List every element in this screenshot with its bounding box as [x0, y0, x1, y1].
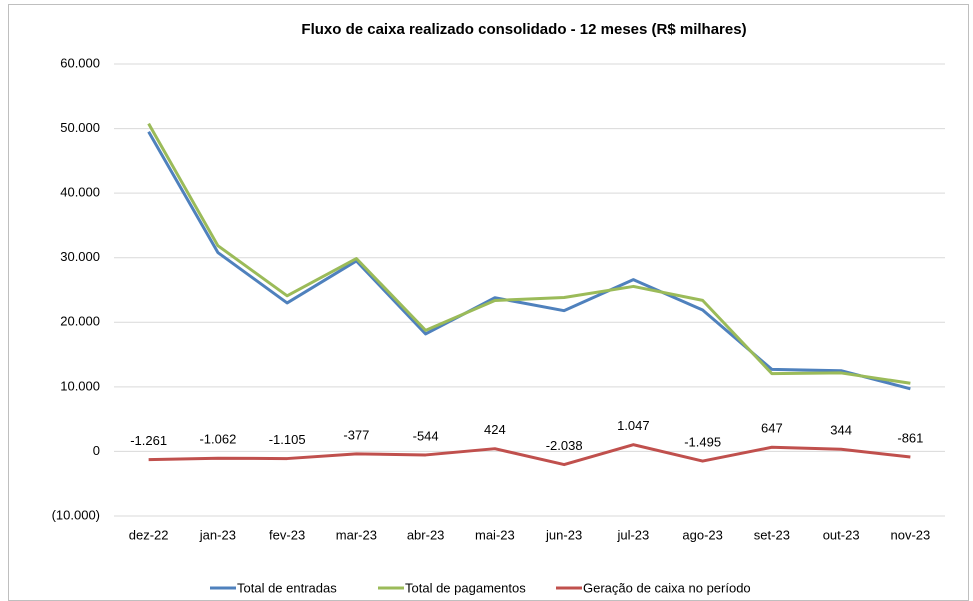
data-label: 1.047	[617, 418, 650, 433]
x-tick-label: set-23	[754, 527, 790, 542]
y-tick-label: 10.000	[60, 378, 100, 393]
x-tick-label: dez-22	[129, 527, 169, 542]
legend-label: Total de entradas	[237, 580, 337, 595]
data-label: -1.062	[199, 432, 236, 447]
x-tick-label: out-23	[823, 527, 860, 542]
series-line	[148, 443, 911, 467]
data-label: 647	[761, 421, 783, 436]
x-tick-label: abr-23	[407, 527, 445, 542]
data-label: 344	[830, 423, 852, 438]
x-tick-label: mai-23	[475, 527, 515, 542]
chart-title: Fluxo de caixa realizado consolidado - 1…	[301, 21, 746, 38]
y-tick-label: (10.000)	[52, 507, 100, 522]
x-tick-label: jan-23	[199, 527, 236, 542]
y-tick-label: 30.000	[60, 249, 100, 264]
legend-label: Total de pagamentos	[405, 580, 526, 595]
x-tick-label: mar-23	[336, 527, 377, 542]
data-label: 424	[484, 422, 506, 437]
data-label: -377	[343, 427, 369, 442]
series-line	[147, 131, 911, 391]
x-tick-label: jun-23	[545, 527, 582, 542]
y-tick-label: 40.000	[60, 185, 100, 200]
data-label: -1.105	[269, 432, 306, 447]
x-tick-label: nov-23	[891, 527, 931, 542]
y-tick-label: 20.000	[60, 314, 100, 329]
y-tick-label: 50.000	[60, 120, 100, 135]
x-tick-label: jul-23	[616, 527, 649, 542]
data-label: -1.495	[684, 435, 721, 450]
x-tick-label: ago-23	[682, 527, 722, 542]
data-label: -1.261	[130, 433, 167, 448]
legend-label: Geração de caixa no período	[583, 580, 751, 595]
y-tick-label: 60.000	[60, 55, 100, 70]
data-label: -2.038	[546, 438, 583, 453]
x-tick-label: fev-23	[269, 527, 305, 542]
y-tick-label: 0	[93, 443, 100, 458]
data-label: -544	[413, 428, 439, 443]
data-label: -861	[897, 430, 923, 445]
series-line	[147, 122, 911, 385]
